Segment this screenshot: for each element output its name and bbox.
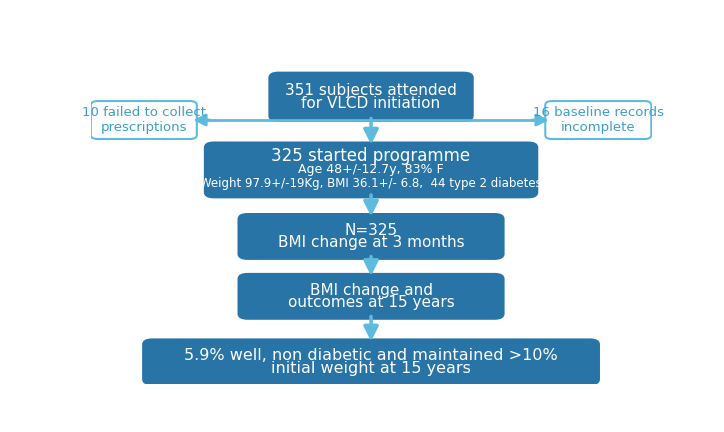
Text: N=325: N=325	[345, 222, 397, 238]
Text: Age 48+/-12.7y, 83% F: Age 48+/-12.7y, 83% F	[298, 163, 444, 176]
Text: 5.9% well, non diabetic and maintained >10%: 5.9% well, non diabetic and maintained >…	[184, 348, 558, 363]
Text: prescriptions: prescriptions	[101, 121, 187, 134]
Text: outcomes at 15 years: outcomes at 15 years	[287, 295, 455, 310]
Text: 351 subjects attended: 351 subjects attended	[285, 83, 457, 98]
FancyBboxPatch shape	[237, 213, 505, 260]
Text: 325 started programme: 325 started programme	[272, 147, 471, 165]
FancyBboxPatch shape	[204, 142, 538, 198]
Text: incomplete: incomplete	[561, 121, 636, 134]
Text: 10 failed to collect: 10 failed to collect	[82, 106, 206, 119]
Text: BMI change and: BMI change and	[310, 283, 432, 298]
FancyBboxPatch shape	[90, 101, 197, 139]
Text: for VLCD initiation: for VLCD initiation	[301, 95, 441, 111]
FancyBboxPatch shape	[269, 72, 473, 122]
FancyBboxPatch shape	[237, 273, 505, 320]
FancyBboxPatch shape	[545, 101, 652, 139]
Text: initial weight at 15 years: initial weight at 15 years	[271, 361, 471, 376]
Text: 16 baseline records: 16 baseline records	[533, 106, 664, 119]
Text: Weight 97.9+/-19Kg, BMI 36.1+/- 6.8,  44 type 2 diabetes: Weight 97.9+/-19Kg, BMI 36.1+/- 6.8, 44 …	[200, 177, 542, 190]
Text: BMI change at 3 months: BMI change at 3 months	[278, 235, 464, 250]
FancyBboxPatch shape	[142, 338, 600, 385]
